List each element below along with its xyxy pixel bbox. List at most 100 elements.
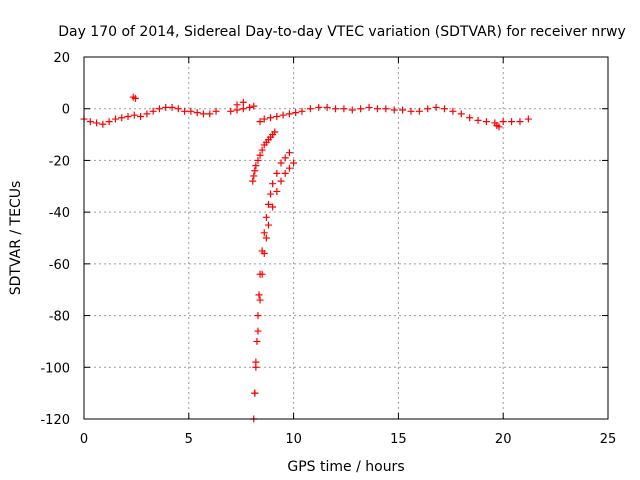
- data-point: [93, 119, 101, 127]
- data-point: [131, 94, 139, 102]
- x-tick-label: 10: [285, 432, 302, 447]
- x-axis-label: GPS time / hours: [287, 459, 404, 475]
- data-point: [524, 115, 532, 123]
- x-tick-label: 5: [185, 432, 193, 447]
- data-point: [168, 103, 176, 111]
- data-point: [130, 111, 138, 119]
- data-point: [271, 128, 279, 136]
- data-point: [273, 187, 281, 195]
- data-point: [357, 105, 365, 113]
- data-point: [181, 107, 189, 115]
- data-point: [253, 337, 261, 345]
- data-point: [390, 106, 398, 114]
- data-point: [474, 116, 482, 124]
- data-point: [118, 114, 126, 122]
- data-point: [252, 162, 260, 170]
- data-point: [258, 146, 266, 154]
- data-point: [254, 327, 262, 335]
- data-point: [281, 154, 289, 162]
- data-point: [187, 107, 195, 115]
- data-point: [269, 180, 277, 188]
- data-point: [262, 213, 270, 221]
- data-point: [99, 120, 107, 128]
- series-recovery-baseline: [256, 103, 532, 127]
- data-point: [332, 105, 340, 113]
- data-point: [323, 103, 331, 111]
- data-point: [149, 107, 157, 115]
- y-tick-label: -120: [40, 413, 70, 428]
- data-point: [315, 103, 323, 111]
- data-point: [86, 118, 94, 126]
- data-point: [227, 107, 235, 115]
- data-point: [516, 118, 524, 126]
- y-tick-label: -60: [49, 258, 70, 273]
- data-point: [285, 164, 293, 172]
- data-point: [466, 114, 474, 122]
- data-point: [292, 109, 300, 117]
- tick-marks: [83, 56, 609, 420]
- series-outliers: [129, 93, 503, 131]
- data-point: [249, 177, 257, 185]
- data-point: [155, 105, 163, 113]
- x-tick-label: 15: [390, 432, 407, 447]
- data-point: [252, 358, 260, 366]
- x-tick-label: 20: [495, 432, 512, 447]
- data-point: [260, 115, 268, 123]
- data-point: [277, 177, 285, 185]
- data-point: [199, 110, 207, 118]
- data-point: [499, 118, 507, 126]
- data-point: [256, 296, 264, 304]
- grid-lines: [84, 57, 608, 419]
- data-point: [264, 200, 272, 208]
- data-point: [254, 312, 262, 320]
- series-arc-3: [250, 159, 298, 423]
- data-point: [105, 118, 113, 126]
- data-point: [250, 102, 258, 110]
- y-tick-label: 0: [62, 103, 70, 118]
- data-point: [260, 250, 268, 258]
- data-point: [277, 159, 285, 167]
- data-point: [267, 190, 275, 198]
- data-point: [407, 107, 415, 115]
- data-point: [298, 107, 306, 115]
- data-point: [432, 103, 440, 111]
- data-point: [281, 169, 289, 177]
- data-point: [285, 149, 293, 157]
- series-arc-2: [251, 149, 293, 397]
- data-point: [255, 291, 263, 299]
- data-point: [279, 111, 287, 119]
- data-point: [290, 159, 298, 167]
- plot-frame: [83, 56, 609, 420]
- data-point: [233, 101, 241, 109]
- data-point: [260, 229, 268, 237]
- data-point: [365, 103, 373, 111]
- data-point: [256, 118, 264, 126]
- y-tick-label: -40: [49, 206, 70, 221]
- data-point: [269, 203, 277, 211]
- data-point: [285, 110, 293, 118]
- data-point: [495, 123, 503, 131]
- data-point: [415, 107, 423, 115]
- data-point: [457, 110, 465, 118]
- data-point: [340, 105, 348, 113]
- data-point: [251, 389, 259, 397]
- data-point: [193, 109, 201, 117]
- data-point: [254, 156, 262, 164]
- y-axis-label: SDTVAR / TECUs: [8, 181, 24, 296]
- data-point: [348, 106, 356, 114]
- data-point: [424, 105, 432, 113]
- data-point: [508, 118, 516, 126]
- y-tick-label: -100: [40, 361, 70, 376]
- data-point: [373, 105, 381, 113]
- data-point: [111, 115, 119, 123]
- data-point: [262, 234, 270, 242]
- data-point: [258, 270, 266, 278]
- data-point: [267, 114, 275, 122]
- data-point: [246, 103, 254, 111]
- data-point: [239, 105, 247, 113]
- series-baseline: [80, 102, 258, 128]
- y-tick-label: -80: [49, 310, 70, 325]
- data-point: [143, 110, 151, 118]
- data-point: [124, 112, 132, 120]
